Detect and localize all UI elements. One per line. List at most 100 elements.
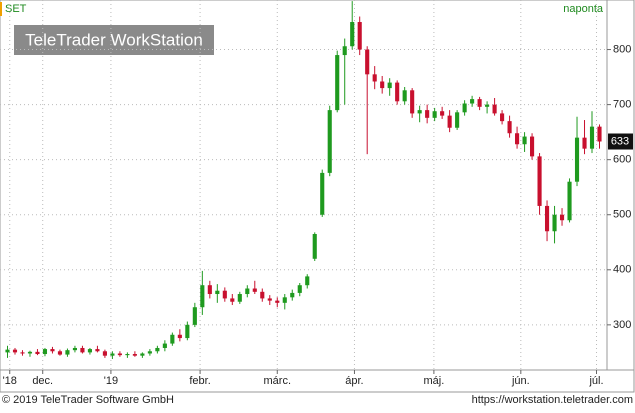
candle-body [492, 104, 497, 114]
y-tick-label: 700 [613, 99, 631, 111]
candle-body [544, 205, 550, 232]
period: naponta [563, 3, 604, 15]
candle-body [267, 298, 272, 301]
candle-body [477, 99, 482, 107]
candle-body [192, 307, 197, 325]
footer-left: © 2019 TeleTrader Software GmbH [2, 394, 174, 406]
candle-body [432, 111, 437, 118]
x-tick-label: máj. [424, 375, 445, 387]
candle-body [559, 214, 565, 221]
candle-body [290, 292, 295, 298]
candle-body [72, 347, 77, 351]
candle-body [87, 349, 92, 353]
candle-body [12, 349, 18, 353]
candle-body [425, 110, 430, 118]
x-tick-label: '19 [104, 375, 118, 387]
candle-body [102, 351, 107, 356]
candle-body [297, 285, 302, 293]
candle-body [380, 81, 385, 89]
y-tick-label: 400 [613, 264, 631, 276]
candle-body [305, 276, 310, 286]
candle-body [357, 22, 362, 50]
candle-body [395, 82, 400, 102]
candle-body [132, 354, 137, 356]
candle-body [20, 352, 25, 354]
candle-body [117, 353, 122, 356]
candle-body [327, 110, 332, 173]
last-price-label: 633 [611, 135, 629, 147]
candle-body [125, 354, 130, 356]
candle-body [470, 99, 475, 104]
candle-body [57, 351, 63, 355]
candle-body [462, 103, 467, 113]
candle-body [507, 121, 512, 134]
candle-body [230, 298, 235, 302]
candle-body [312, 234, 317, 259]
candle-body [27, 351, 33, 354]
candle-body [342, 46, 347, 56]
candle-body [80, 347, 85, 353]
candle-body [365, 49, 370, 75]
candle-body [42, 349, 48, 355]
x-tick-label: ápr. [345, 375, 363, 387]
candle-body [372, 74, 377, 82]
y-tick-label: 500 [613, 209, 631, 221]
candle-body [95, 349, 100, 352]
candle-body [515, 133, 520, 145]
candle-body [350, 22, 355, 47]
candle-body [5, 349, 10, 353]
candle-body [275, 300, 280, 303]
candle-body [147, 351, 152, 354]
candle-body [335, 55, 340, 111]
candle-body [185, 324, 190, 339]
candle-body [440, 111, 445, 116]
x-tick-label: jún. [511, 375, 530, 387]
candle-body [237, 294, 242, 302]
candle-body [402, 90, 407, 102]
candle-body [387, 82, 392, 89]
candle-body [35, 351, 40, 355]
candle-body [65, 350, 70, 355]
candle-body [282, 297, 287, 303]
candle-body [582, 137, 587, 149]
candle-body [485, 104, 490, 107]
candle-body [597, 126, 602, 142]
candle-body [552, 214, 557, 232]
y-axis-frame [606, 0, 635, 371]
candle-body [567, 181, 572, 221]
watermark: TeleTrader WorkStation [25, 30, 203, 49]
candle-body [162, 343, 167, 348]
candle-body [177, 334, 182, 339]
candle-body [50, 349, 55, 352]
plot-frame [0, 0, 608, 371]
candle-body [200, 285, 205, 308]
candle-body [417, 110, 422, 114]
candle-body [222, 290, 227, 299]
candle-body [260, 291, 265, 299]
y-tick-label: 300 [613, 319, 631, 331]
candle-body [140, 353, 145, 356]
candle-body [155, 347, 160, 352]
candle-body [110, 353, 115, 356]
candle-body [410, 90, 415, 114]
candle-body [522, 136, 527, 145]
x-axis-frame [0, 369, 635, 393]
candle-body [252, 288, 257, 292]
y-tick-label: 600 [613, 154, 631, 166]
candle-body [500, 113, 505, 122]
candle-body [589, 126, 595, 149]
candle-body [530, 136, 535, 157]
last-price-box [608, 133, 633, 150]
candle-body [320, 172, 325, 215]
symbol: SET [5, 3, 27, 15]
candle-body [447, 115, 452, 128]
candle-body [537, 156, 542, 206]
candle-body [245, 288, 250, 295]
x-tick-label: '18 [3, 375, 17, 387]
candle-body [574, 137, 580, 182]
candle-body [207, 285, 212, 295]
y-tick-label: 800 [613, 43, 631, 55]
x-tick-label: júl. [588, 375, 603, 387]
